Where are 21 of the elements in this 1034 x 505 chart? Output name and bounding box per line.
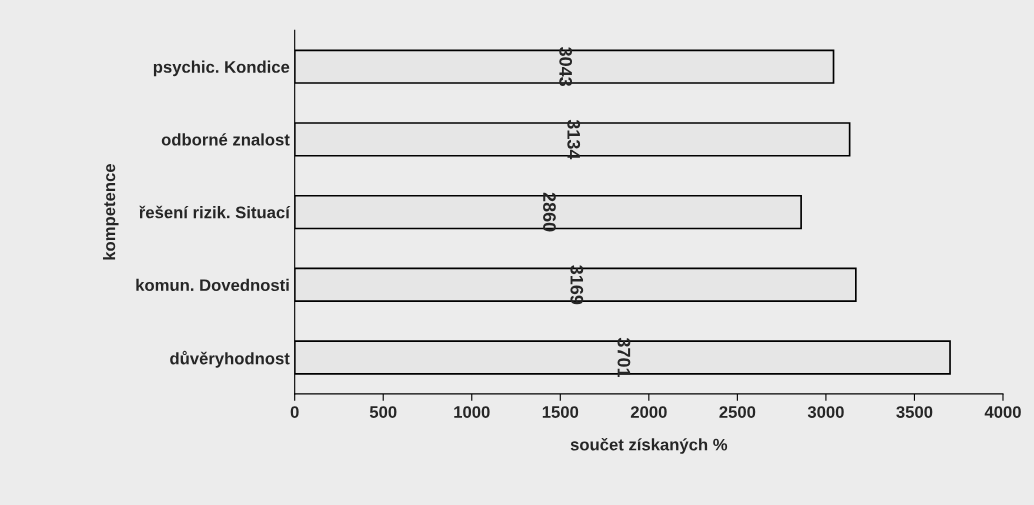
x-tick-label: 1000 <box>454 406 490 418</box>
y-axis-title: kompetence <box>103 164 119 260</box>
y-tick-label: odborné znalost <box>161 133 290 146</box>
y-tick-label: psychic. Kondice <box>153 60 290 77</box>
y-tick-label: důvěryhodnost <box>170 350 290 368</box>
x-tick-label: 2000 <box>630 406 667 418</box>
data-label: 3169 <box>570 265 584 305</box>
x-tick-label: 500 <box>369 406 397 418</box>
data-label: 3043 <box>559 46 573 87</box>
x-tick-label: 3000 <box>807 406 844 418</box>
x-tick-label: 3500 <box>896 406 933 418</box>
y-tick-label: komun. Dovednosti <box>136 278 289 292</box>
y-tick-label: řešení rizik. Situací <box>139 205 291 219</box>
x-tick-label: 4000 <box>984 406 1021 418</box>
data-label: 3134 <box>567 119 581 160</box>
data-label: 2860 <box>543 192 556 232</box>
x-tick-label: 2500 <box>719 406 756 418</box>
x-tick-label: 1500 <box>542 406 579 418</box>
x-axis-title: součet získaných % <box>570 437 728 454</box>
x-tick-label: 0 <box>290 406 299 418</box>
data-label: 3701 <box>617 337 631 378</box>
